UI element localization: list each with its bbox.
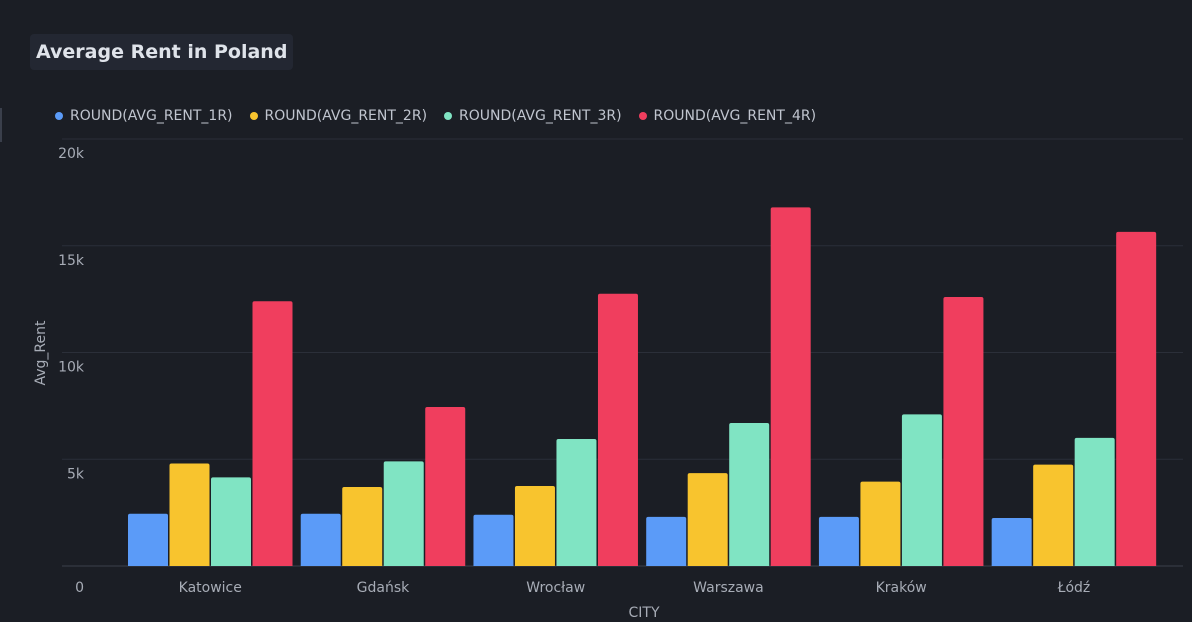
x-tick-label: Gdańsk — [357, 580, 410, 596]
chart-title-box: Average Rent in Poland — [30, 34, 294, 70]
legend-item-3[interactable]: ROUND(AVG_RENT_3R) — [444, 108, 622, 124]
x-tick-label: Łódź — [1057, 580, 1091, 596]
bar-wrocław-2 — [514, 485, 555, 566]
y-tick-label: 15k — [58, 253, 85, 269]
bar-katowice-4 — [252, 301, 293, 566]
bar-łódź-3 — [1074, 437, 1115, 566]
y-tick-label: 5k — [67, 466, 85, 482]
y-tick-label: 10k — [58, 360, 85, 376]
y-tick-label: 20k — [58, 146, 85, 162]
x-tick-label: Warszawa — [693, 580, 764, 596]
legend-marker — [444, 112, 453, 120]
x-tick-label: Wrocław — [526, 580, 585, 596]
panel-edge-divider — [0, 108, 2, 142]
bar-gdańsk-3 — [383, 461, 424, 566]
bar-katowice-2 — [169, 463, 210, 566]
bar-gdańsk-4 — [425, 406, 466, 566]
chart-title: Average Rent in Poland — [36, 41, 288, 63]
x-tick-label: Kraków — [876, 580, 927, 596]
bar-łódź-4 — [1116, 231, 1157, 566]
bar-wrocław-4 — [597, 293, 638, 566]
bar-łódź-1 — [991, 517, 1032, 566]
chart-legend: ROUND(AVG_RENT_1R) ROUND(AVG_RENT_2R) ROUN… — [55, 108, 833, 124]
bar-warszawa-4 — [770, 207, 811, 566]
bar-wrocław-1 — [473, 514, 514, 566]
y-axis-title: Avg_Rent — [33, 320, 49, 386]
legend-label: ROUND(AVG_RENT_4R) — [653, 108, 817, 124]
legend-label: ROUND(AVG_RENT_1R) — [70, 108, 233, 124]
legend-label: ROUND(AVG_RENT_2R) — [264, 108, 428, 124]
bar-warszawa-2 — [687, 473, 728, 566]
bar-kraków-3 — [901, 414, 942, 566]
bar-katowice-3 — [211, 477, 251, 566]
x-tick-label: Katowice — [179, 580, 242, 596]
legend-marker — [249, 112, 258, 120]
bar-wrocław-3 — [556, 438, 597, 566]
bar-kraków-1 — [818, 516, 859, 566]
x-axis-title: CITY — [628, 605, 659, 621]
bar-kraków-2 — [860, 481, 901, 566]
legend-item-2[interactable]: ROUND(AVG_RENT_2R) — [249, 108, 428, 124]
bar-katowice-1 — [128, 513, 168, 566]
bar-warszawa-1 — [646, 516, 687, 566]
legend-marker — [638, 112, 647, 120]
bar-gdańsk-1 — [300, 513, 341, 566]
bar-gdańsk-2 — [342, 487, 383, 566]
legend-item-1[interactable]: ROUND(AVG_RENT_1R) — [55, 108, 233, 124]
legend-item-4[interactable]: ROUND(AVG_RENT_4R) — [638, 108, 817, 124]
y-tick-label: 0 — [75, 580, 84, 596]
bar-warszawa-3 — [729, 422, 770, 566]
legend-label: ROUND(AVG_RENT_3R) — [459, 108, 622, 124]
legend-marker — [55, 112, 63, 120]
bar-łódź-2 — [1033, 464, 1074, 566]
bar-kraków-4 — [943, 296, 984, 566]
